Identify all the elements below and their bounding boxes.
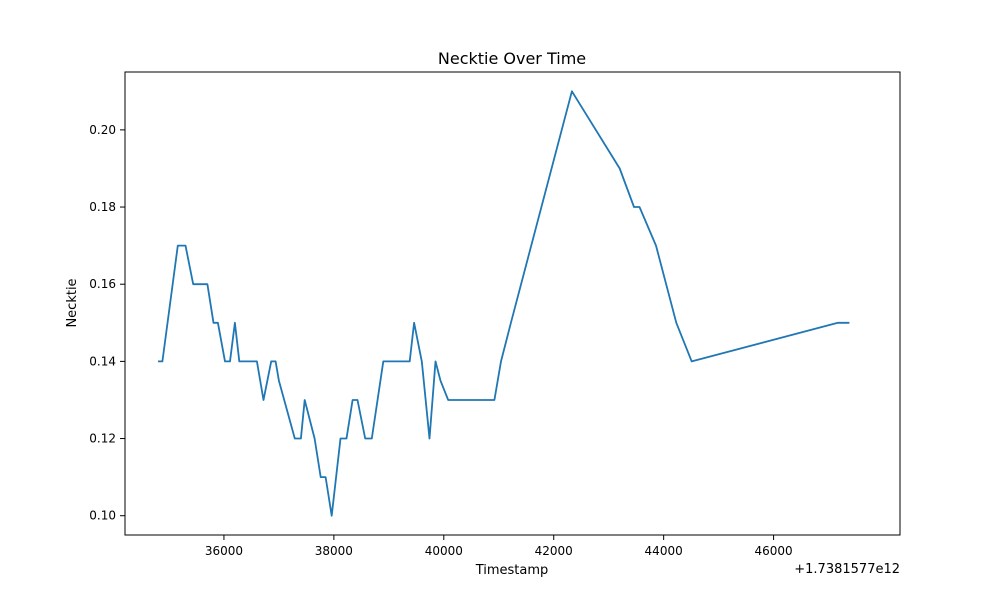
x-tick-label: 36000: [205, 544, 243, 558]
y-tick-label: 0.20: [89, 123, 116, 137]
y-tick-label: 0.14: [89, 354, 116, 368]
x-axis-label: Timestamp: [475, 563, 549, 578]
x-tick-label: 46000: [754, 544, 792, 558]
y-tick-label: 0.10: [89, 509, 116, 523]
y-tick-label: 0.16: [89, 277, 116, 291]
plot-area-frame: [124, 71, 901, 536]
series-line: [158, 90, 850, 517]
y-tick-label: 0.12: [89, 432, 116, 446]
chart-title: Necktie Over Time: [438, 49, 586, 68]
x-axis-offset-label: +1.7381577e12: [794, 562, 900, 577]
y-axis-label: Necktie: [65, 278, 80, 327]
x-tick-label: 38000: [315, 544, 353, 558]
x-tick-label: 42000: [535, 544, 573, 558]
x-tick-label: 44000: [645, 544, 683, 558]
x-tick-label: 40000: [425, 544, 463, 558]
y-tick-label: 0.18: [89, 200, 116, 214]
